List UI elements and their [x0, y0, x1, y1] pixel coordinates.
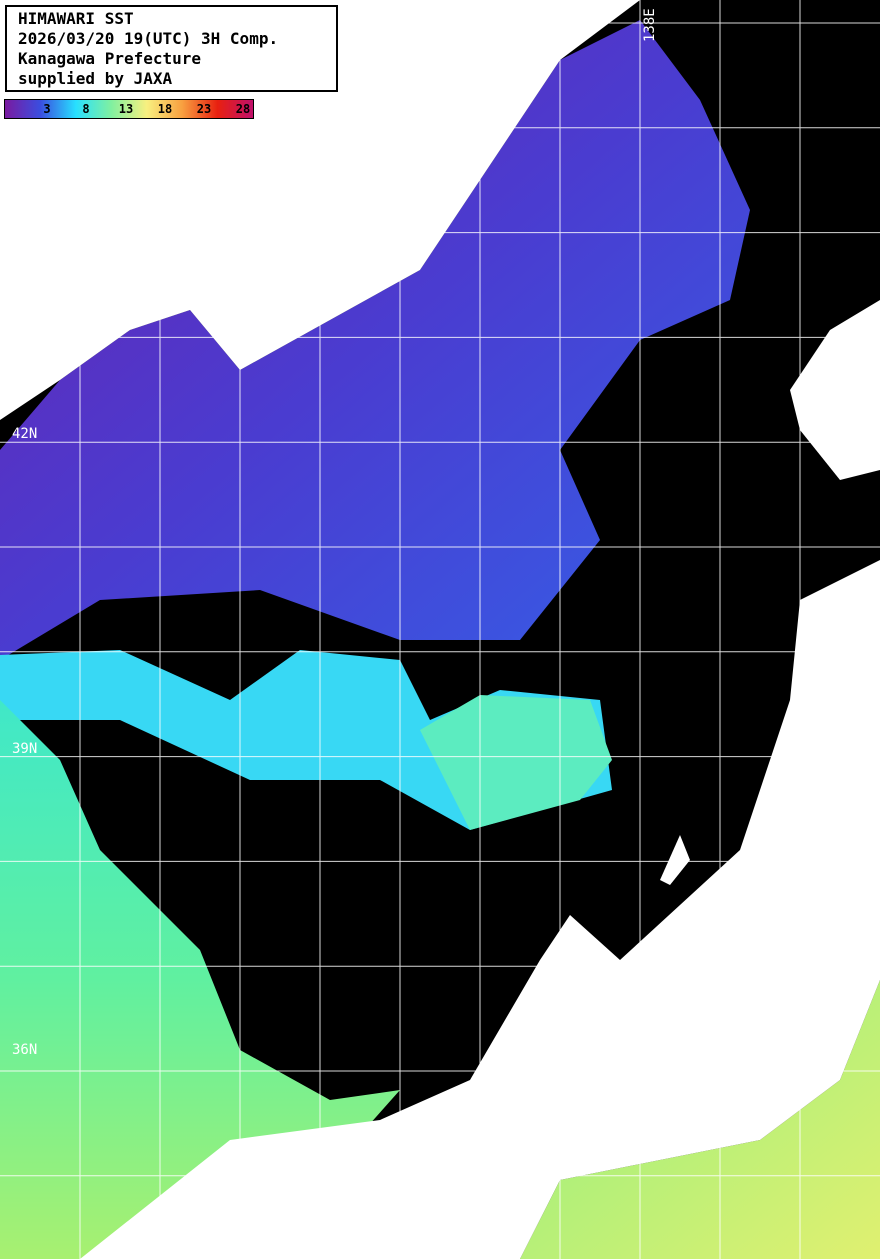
pacific-water-region [520, 980, 880, 1259]
cold-water-region [0, 20, 750, 660]
legend-tick: 23 [196, 102, 212, 116]
title-line-2: 2026/03/20 19(UTC) 3H Comp. [18, 29, 279, 48]
lat-label: 42N [12, 426, 38, 442]
land-honshu [80, 560, 880, 1259]
temperature-color-legend: 3 8 13 18 23 28 [4, 99, 254, 119]
legend-tick: 3 [43, 102, 51, 116]
legend-tick: 8 [82, 102, 90, 116]
land-sado-island [660, 835, 690, 885]
title-line-4: supplied by JAXA [18, 69, 173, 88]
lon-label: 138E [642, 8, 658, 42]
title-line-3: Kanagawa Prefecture [18, 49, 202, 68]
legend-tick: 28 [235, 102, 251, 116]
legend-tick: 13 [118, 102, 134, 116]
warm-band-region [420, 695, 612, 830]
title-box: HIMAWARI SST 2026/03/20 19(UTC) 3H Comp.… [5, 5, 338, 92]
lat-label: 36N [12, 1042, 38, 1058]
title-line-1: HIMAWARI SST [18, 9, 134, 28]
green-water-region [0, 700, 400, 1259]
legend-tick: 18 [157, 102, 173, 116]
land-hokkaido [790, 300, 880, 480]
lat-label: 39N [12, 741, 38, 757]
